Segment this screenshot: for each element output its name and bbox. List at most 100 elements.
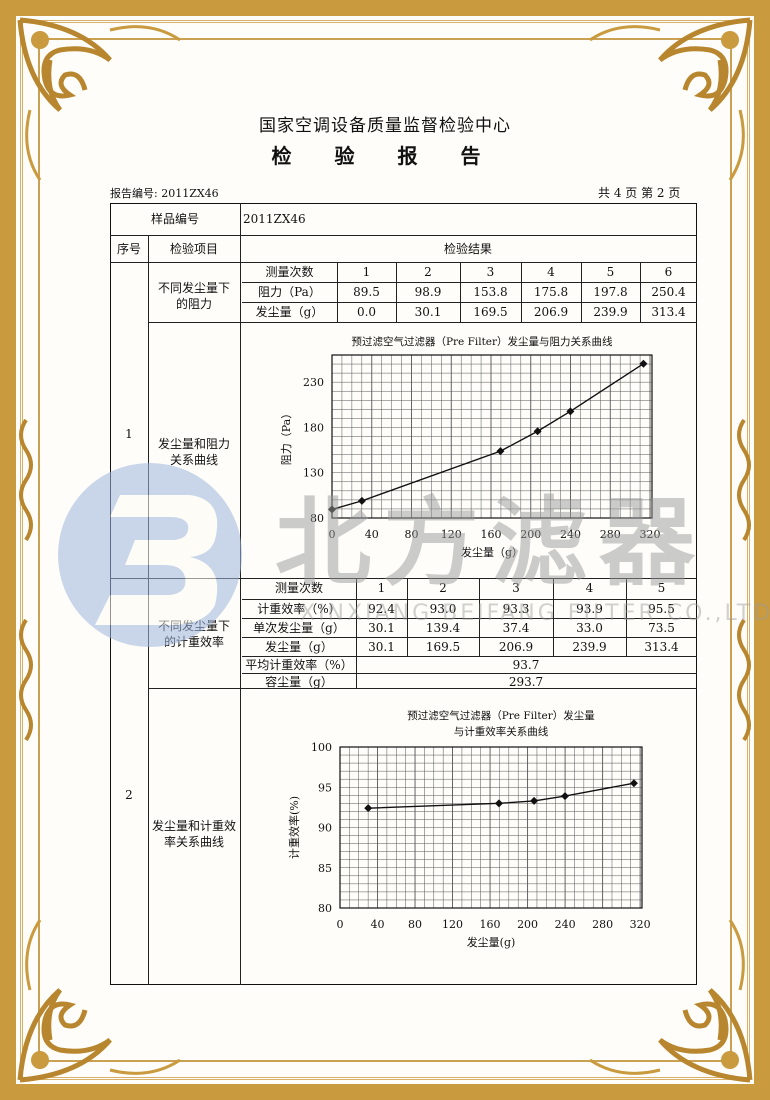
x-tick-label: 200	[520, 528, 541, 541]
resistance-cell: 6	[664, 265, 673, 279]
x-tick-label: 200	[517, 918, 538, 931]
section-2-number: 2	[125, 788, 133, 802]
table-rule	[626, 578, 627, 656]
efficiency-cell: 95.5	[648, 602, 675, 616]
x-tick-label: 280	[600, 528, 621, 541]
side-ornament	[19, 618, 33, 742]
resistance-cell: 175.8	[533, 285, 569, 299]
plot-area-border	[331, 354, 653, 519]
x-tick-label: 120	[441, 528, 462, 541]
dust-capacity-label: 容尘量（g）	[265, 675, 333, 689]
resistance-cell: 4	[547, 265, 555, 279]
item-efficiency-curve-label: 发尘量和计重效 率关系曲线	[151, 819, 237, 850]
page-info: 共 4 页 第 2 页	[598, 186, 681, 200]
resistance-cell: 313.4	[651, 305, 686, 319]
table-rule	[110, 235, 697, 236]
data-point-marker	[364, 804, 373, 813]
resistance-cell: 5	[606, 265, 615, 279]
efficiency-cell: 93.0	[429, 602, 457, 616]
y-tick-label: 90	[318, 822, 332, 835]
x-tick-label: 80	[405, 528, 419, 541]
efficiency-cell: 73.5	[648, 621, 675, 635]
data-point-marker	[566, 407, 575, 416]
efficiency-cell: 93.3	[502, 602, 530, 616]
chart-1	[328, 354, 653, 519]
efficiency-cell: 1	[377, 581, 386, 595]
data-point-marker	[533, 427, 542, 436]
x-tick-label: 40	[365, 528, 379, 541]
table-rule	[148, 322, 697, 323]
corner-ornament	[589, 919, 753, 1083]
efficiency-cell: 30.1	[368, 640, 395, 654]
item-resistance-label: 不同发尘量下 的阻力	[157, 281, 231, 312]
institution-title: 国家空调设备质量监督检验中心	[259, 116, 511, 136]
table-rule	[242, 637, 697, 638]
table-rule	[640, 262, 641, 322]
x-axis-label: 发尘量（g）	[461, 545, 523, 559]
efficiency-cell: 93.9	[576, 602, 603, 616]
data-point-marker	[639, 359, 648, 368]
efficiency-cell: 4	[585, 581, 594, 595]
column-header-seq: 序号	[116, 242, 142, 256]
efficiency-cell: 239.9	[572, 640, 607, 654]
x-tick-label: 280	[592, 918, 613, 931]
corner-ornament	[589, 17, 753, 181]
y-tick-label: 85	[318, 862, 332, 875]
x-tick-label: 320	[640, 528, 661, 541]
efficiency-cell: 169.5	[425, 640, 461, 654]
table-rule	[242, 599, 697, 600]
efficiency-row-label: 发尘量（g）	[265, 640, 333, 654]
efficiency-cell: 139.4	[425, 621, 461, 635]
table-rule	[460, 262, 461, 322]
x-tick-label: 320	[630, 918, 651, 931]
table-rule	[242, 282, 697, 283]
dust-capacity-value: 293.7	[508, 675, 544, 689]
y-tick-label: 100	[311, 741, 332, 754]
efficiency-cell: 92.4	[368, 602, 395, 616]
resistance-cell: 0.0	[356, 305, 377, 319]
sample-number-label: 样品编号	[150, 212, 200, 226]
data-point-marker	[560, 792, 569, 801]
x-tick-label: 0	[329, 528, 336, 541]
table-rule	[337, 262, 338, 322]
document-title: 检 验 报 告	[271, 144, 499, 168]
average-efficiency-label: 平均计重效率（%）	[245, 658, 353, 672]
data-point-marker	[328, 505, 336, 514]
y-tick-label: 230	[303, 376, 324, 389]
efficiency-cell: 5	[657, 581, 666, 595]
table-rule	[242, 302, 697, 303]
chart-2	[339, 746, 643, 909]
resistance-cell: 3	[486, 265, 495, 279]
chart-title: 预过滤空气过滤器（Pre Filter）发尘量与阻力关系曲线	[351, 335, 613, 348]
table-rule	[581, 262, 582, 322]
efficiency-cell: 33.0	[576, 621, 603, 635]
table-rule	[396, 262, 397, 322]
average-efficiency-value: 93.7	[512, 658, 540, 672]
resistance-cell: 250.4	[651, 285, 686, 299]
y-tick-label: 80	[318, 902, 332, 915]
x-tick-label: 240	[560, 528, 581, 541]
chart-title-line-2: 与计重效率关系曲线	[454, 725, 549, 738]
y-axis-label: 计重效率(%)	[287, 796, 301, 859]
efficiency-cell: 206.9	[498, 640, 534, 654]
x-tick-label: 160	[480, 918, 501, 931]
data-point-marker	[496, 447, 505, 456]
x-tick-label: 0	[337, 918, 344, 931]
y-axis-label: 阻力（Pa）	[280, 408, 293, 465]
table-rule	[521, 262, 522, 322]
x-tick-label: 120	[442, 918, 463, 931]
table-rule	[407, 578, 408, 656]
table-rule	[242, 673, 697, 674]
x-axis-label: 发尘量(g)	[467, 935, 516, 949]
side-ornament	[737, 418, 751, 542]
resistance-row-label: 测量次数	[265, 265, 314, 279]
data-series-line	[331, 363, 644, 511]
efficiency-cell: 37.4	[502, 621, 530, 635]
x-tick-label: 40	[371, 918, 385, 931]
resistance-cell: 239.9	[593, 305, 628, 319]
y-tick-label: 130	[303, 467, 324, 480]
resistance-cell: 197.8	[593, 285, 628, 299]
table-rule	[110, 578, 697, 579]
